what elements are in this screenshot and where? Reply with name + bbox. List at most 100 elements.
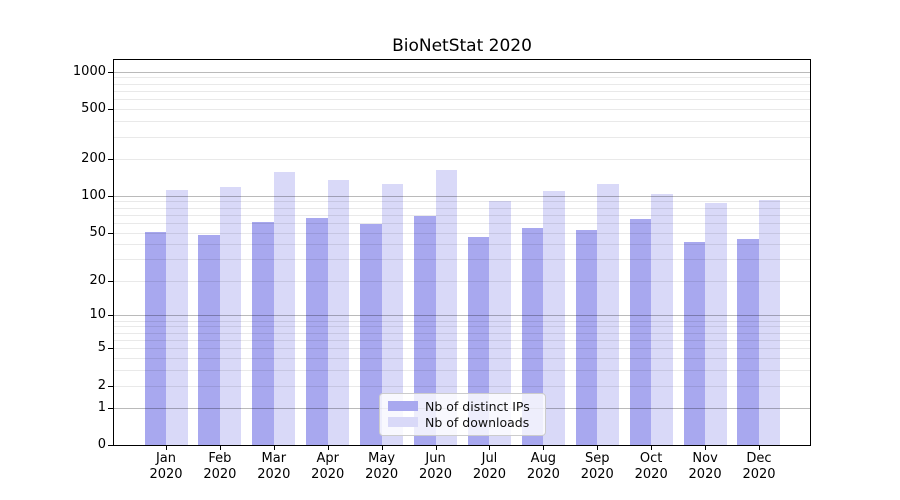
x-tick-month: Dec — [746, 451, 772, 466]
y-tick-mark — [108, 195, 113, 197]
bar-distinct-ips-Jun — [414, 216, 436, 445]
bar-distinct-ips-Sep — [575, 229, 598, 445]
bar-downloads-Aug — [543, 190, 565, 445]
y-tick-label: 0 — [97, 437, 106, 452]
y-tick-mark — [108, 385, 113, 387]
bar-distinct-ips-Feb — [198, 234, 220, 445]
y-tick-label: 20 — [89, 272, 106, 288]
x-tick-year: 2020 — [526, 467, 560, 482]
x-tick-mark — [597, 445, 599, 450]
x-tick-label-Aug: Aug 2020 — [511, 451, 575, 483]
x-tick-label-Oct: Oct 2020 — [619, 451, 683, 483]
bar-distinct-ips-Nov — [683, 241, 706, 445]
x-tick-year: 2020 — [472, 467, 506, 482]
x-tick-month: Oct — [639, 451, 663, 466]
bar-distinct-ips-Jan — [144, 231, 166, 445]
x-tick-mark — [166, 445, 167, 450]
bar-distinct-ips-Oct — [629, 218, 652, 445]
bar-downloads-Nov — [705, 203, 727, 445]
x-tick-label-Feb: Feb 2020 — [188, 451, 252, 483]
plot-area: Nb of distinct IPs Nb of downloads — [113, 59, 811, 446]
y-tick-mark — [108, 315, 113, 317]
y-tick-label: 100 — [81, 187, 106, 203]
x-tick-year: 2020 — [742, 467, 776, 482]
y-tick-mark — [108, 158, 113, 160]
x-tick-year: 2020 — [580, 467, 614, 482]
x-tick-year: 2020 — [257, 467, 291, 482]
x-tick-mark — [651, 445, 653, 450]
bar-downloads-Jun — [435, 170, 458, 445]
bar-downloads-Jan — [166, 190, 188, 445]
x-tick-mark — [219, 445, 221, 450]
x-tick-month: Feb — [208, 451, 232, 466]
y-tick-label: 1 — [97, 399, 106, 415]
x-tick-year: 2020 — [418, 467, 453, 482]
bar-distinct-ips-May — [360, 223, 382, 445]
x-tick-month: Jun — [425, 451, 446, 466]
bar-distinct-ips-Jul — [467, 237, 490, 445]
x-tick-year: 2020 — [365, 467, 399, 482]
chart-title: BioNetStat 2020 — [392, 36, 532, 56]
x-tick-label-Nov: Nov 2020 — [673, 451, 737, 483]
legend-row: Nb of downloads — [388, 414, 537, 430]
y-tick-label: 50 — [89, 224, 106, 240]
y-tick-mark — [108, 232, 113, 234]
y-tick-label: 500 — [81, 101, 106, 117]
bar-distinct-ips-Mar — [252, 222, 274, 445]
y-tick-label: 10 — [89, 307, 106, 323]
legend-label: Nb of distinct IPs — [425, 398, 530, 414]
x-tick-label-Sep: Sep 2020 — [565, 451, 629, 483]
x-tick-month: Sep — [585, 451, 610, 466]
x-tick-year: 2020 — [634, 467, 668, 482]
x-tick-label-May: May 2020 — [350, 451, 414, 483]
x-tick-label-Apr: Apr 2020 — [296, 451, 360, 483]
bar-downloads-Dec — [758, 200, 781, 445]
y-tick-mark — [108, 407, 113, 409]
x-tick-mark — [435, 445, 437, 450]
y-tick-mark — [108, 71, 113, 73]
bar-downloads-Feb — [219, 187, 242, 445]
x-tick-month: May — [368, 451, 396, 466]
bar-downloads-Jul — [489, 201, 511, 445]
x-tick-year: 2020 — [688, 467, 722, 482]
x-tick-month: Jan — [155, 451, 177, 466]
x-tick-mark — [705, 445, 707, 450]
bar-distinct-ips-Dec — [737, 239, 759, 445]
x-tick-label-Dec: Dec 2020 — [727, 451, 791, 483]
x-tick-year: 2020 — [311, 467, 345, 482]
y-tick-label: 1000 — [72, 63, 106, 79]
x-tick-year: 2020 — [203, 467, 237, 482]
x-tick-month: Jul — [481, 451, 498, 466]
x-tick-mark — [381, 445, 383, 450]
bar-downloads-Oct — [651, 193, 673, 445]
bar-distinct-ips-Apr — [306, 217, 328, 445]
bar-downloads-Apr — [327, 179, 350, 445]
x-tick-month: Aug — [530, 451, 557, 466]
x-tick-mark — [327, 445, 329, 450]
x-tick-label-Jul: Jul 2020 — [457, 451, 521, 483]
legend: Nb of distinct IPs Nb of downloads — [379, 393, 546, 436]
y-tick-label: 2 — [97, 377, 106, 393]
x-tick-mark — [273, 445, 275, 450]
bar-downloads-Sep — [597, 183, 619, 445]
x-tick-year: 2020 — [149, 467, 183, 482]
legend-label: Nb of downloads — [425, 414, 530, 430]
y-tick-mark — [108, 445, 113, 446]
bar-distinct-ips-Aug — [521, 227, 544, 445]
y-tick-mark — [108, 348, 113, 350]
x-tick-label-Jan: Jan 2020 — [134, 451, 198, 483]
y-tick-label: 200 — [81, 150, 106, 166]
bar-downloads-Mar — [273, 171, 296, 445]
x-tick-month: Mar — [261, 451, 287, 466]
x-tick-mark — [543, 445, 545, 450]
y-tick-mark — [108, 280, 113, 282]
y-tick-mark — [108, 109, 113, 111]
legend-row: Nb of distinct IPs — [388, 398, 537, 414]
bars-layer — [114, 60, 810, 445]
x-tick-mark — [489, 445, 491, 450]
x-tick-label-Mar: Mar 2020 — [242, 451, 306, 483]
legend-swatch — [388, 401, 418, 411]
x-tick-month: Apr — [316, 451, 339, 466]
y-tick-label: 5 — [97, 340, 106, 356]
